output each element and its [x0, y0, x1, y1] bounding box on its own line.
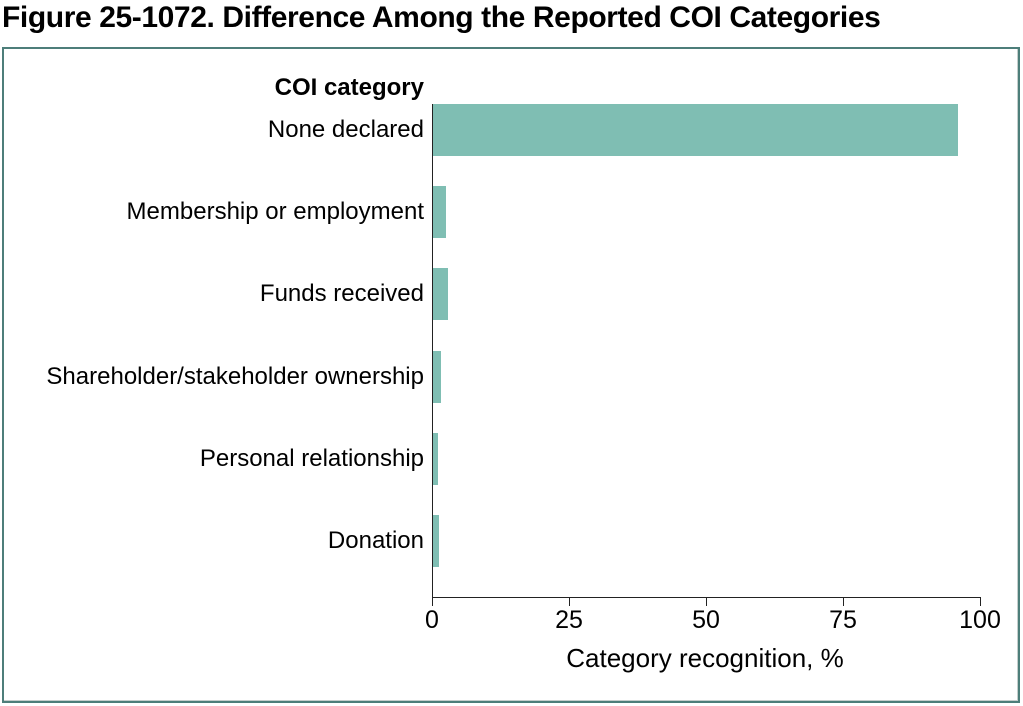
x-axis-title: Category recognition, % [566, 643, 844, 673]
x-axis-line [432, 597, 981, 598]
x-axis-tick-label: 50 [692, 606, 720, 634]
category-label: Personal relationship [199, 445, 424, 472]
x-axis-tick-label: 0 [425, 606, 439, 634]
y-axis-header: COI category [274, 74, 424, 101]
bar [433, 515, 439, 567]
bar [433, 186, 446, 238]
bar [433, 104, 958, 156]
x-axis-tick-label: 25 [555, 606, 583, 634]
x-axis-tick [980, 598, 981, 606]
x-axis-tick-label: 100 [959, 606, 1001, 634]
x-axis-tick [569, 598, 570, 606]
chart-panel [2, 47, 1020, 703]
x-axis-tick [706, 598, 707, 606]
x-axis-tick-label: 75 [829, 606, 857, 634]
bar [433, 268, 448, 320]
category-label: Shareholder/stakeholder ownership [46, 363, 424, 390]
category-label: None declared [267, 116, 424, 143]
category-label: Donation [327, 527, 424, 554]
bar [433, 351, 441, 403]
category-label: Funds received [259, 280, 424, 307]
figure-title: Figure 25-1072. Difference Among the Rep… [2, 1, 881, 34]
bar [433, 433, 438, 485]
x-axis-tick [843, 598, 844, 606]
y-axis-line [432, 104, 433, 597]
x-axis-tick [432, 598, 433, 606]
category-label: Membership or employment [126, 198, 424, 225]
